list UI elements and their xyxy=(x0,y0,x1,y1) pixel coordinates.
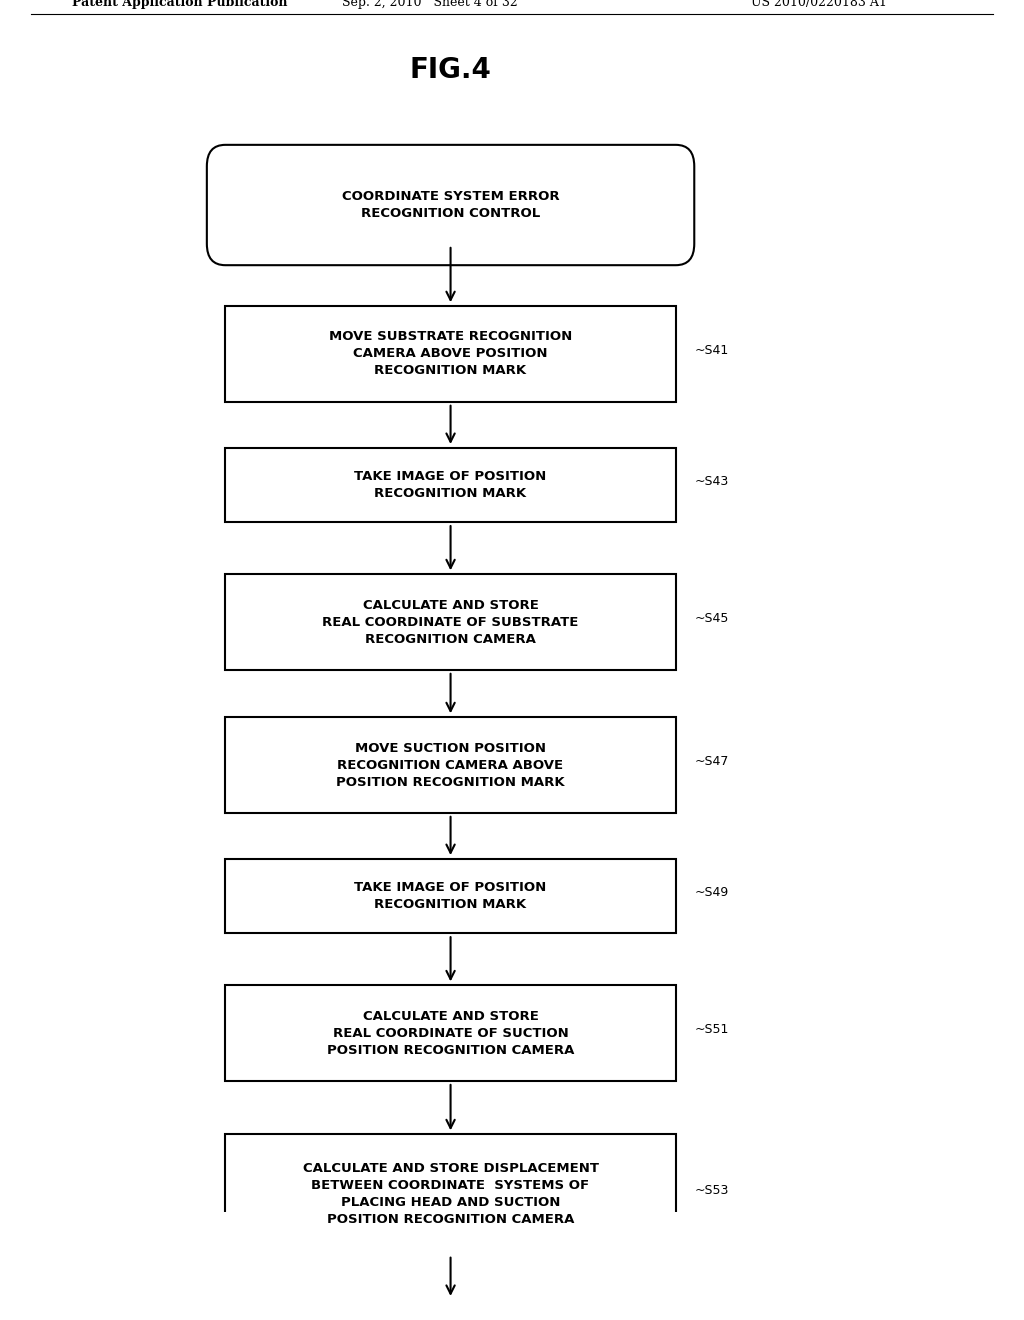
Text: ~S47: ~S47 xyxy=(694,755,729,768)
FancyBboxPatch shape xyxy=(207,1279,694,1320)
Text: MOVE SUCTION POSITION
RECOGNITION CAMERA ABOVE
POSITION RECOGNITION MARK: MOVE SUCTION POSITION RECOGNITION CAMERA… xyxy=(336,742,565,788)
FancyBboxPatch shape xyxy=(207,145,694,265)
Text: ~S41: ~S41 xyxy=(694,345,728,356)
Text: TAKE IMAGE OF POSITION
RECOGNITION MARK: TAKE IMAGE OF POSITION RECOGNITION MARK xyxy=(354,470,547,500)
Text: ~S49: ~S49 xyxy=(694,886,728,899)
Text: Sep. 2, 2010   Sheet 4 of 32: Sep. 2, 2010 Sheet 4 of 32 xyxy=(342,0,518,9)
Text: CALCULATE AND STORE DISPLACEMENT
BETWEEN COORDINATE  SYSTEMS OF
PLACING HEAD AND: CALCULATE AND STORE DISPLACEMENT BETWEEN… xyxy=(302,1162,599,1226)
Text: CALCULATE AND STORE
REAL COORDINATE OF SUCTION
POSITION RECOGNITION CAMERA: CALCULATE AND STORE REAL COORDINATE OF S… xyxy=(327,1010,574,1056)
Text: US 2010/0220183 A1: US 2010/0220183 A1 xyxy=(752,0,887,9)
Bar xyxy=(225,1134,676,1254)
Bar xyxy=(225,574,676,669)
Bar xyxy=(225,859,676,933)
Text: ~S43: ~S43 xyxy=(694,475,728,488)
Text: TAKE IMAGE OF POSITION
RECOGNITION MARK: TAKE IMAGE OF POSITION RECOGNITION MARK xyxy=(354,882,547,911)
Text: ~S51: ~S51 xyxy=(694,1023,729,1036)
Text: ~S53: ~S53 xyxy=(694,1184,729,1197)
Text: FIG.4: FIG.4 xyxy=(410,55,492,84)
Text: MOVE SUBSTRATE RECOGNITION
CAMERA ABOVE POSITION
RECOGNITION MARK: MOVE SUBSTRATE RECOGNITION CAMERA ABOVE … xyxy=(329,330,572,378)
Text: CALCULATE AND STORE
REAL COORDINATE OF SUBSTRATE
RECOGNITION CAMERA: CALCULATE AND STORE REAL COORDINATE OF S… xyxy=(323,598,579,645)
Bar xyxy=(225,717,676,813)
Text: COORDINATE SYSTEM ERROR
RECOGNITION CONTROL: COORDINATE SYSTEM ERROR RECOGNITION CONT… xyxy=(342,190,559,220)
Bar xyxy=(225,306,676,401)
Bar xyxy=(225,447,676,521)
Text: ~S45: ~S45 xyxy=(694,612,729,624)
Bar xyxy=(225,986,676,1081)
Text: Patent Application Publication: Patent Application Publication xyxy=(72,0,287,9)
